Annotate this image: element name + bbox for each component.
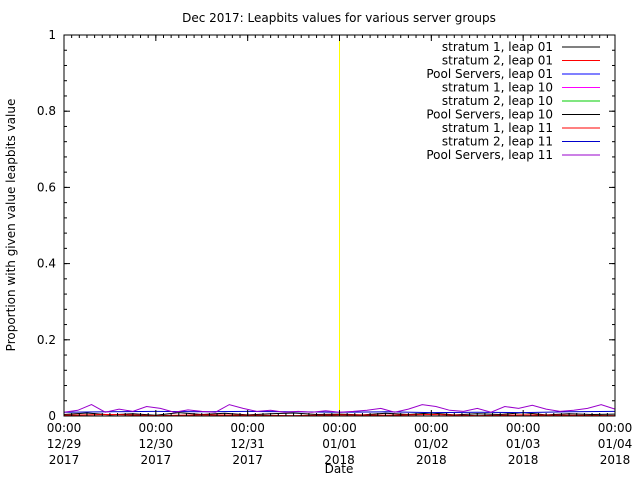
x-tick-label: 2017 bbox=[49, 453, 80, 467]
y-tick-label: 1 bbox=[48, 28, 56, 42]
x-tick-label: 01/02 bbox=[414, 437, 449, 451]
y-axis-label: Proportion with given value leapbits val… bbox=[4, 99, 18, 352]
legend-label: stratum 2, leap 10 bbox=[442, 94, 553, 108]
axes-layer: 0 0.2 0.4 0.6 0.8 1 00:00 12/29 2017 00:00 12/30 20… bbox=[37, 28, 632, 467]
y-tick-label: 0.4 bbox=[37, 257, 56, 271]
x-tick-label: 2018 bbox=[508, 453, 539, 467]
y-tick-label: 0.2 bbox=[37, 333, 56, 347]
x-tick-label: 2018 bbox=[600, 453, 631, 467]
x-tick-label: 2018 bbox=[416, 453, 447, 467]
x-axis-label: Date bbox=[325, 462, 354, 476]
x-tick-label: 00:00 bbox=[414, 421, 449, 435]
legend-label: Pool Servers, leap 11 bbox=[426, 148, 553, 162]
x-tick-label: 00:00 bbox=[47, 421, 82, 435]
legend-label: stratum 1, leap 11 bbox=[442, 121, 553, 135]
legend-label: Pool Servers, leap 01 bbox=[426, 67, 553, 81]
x-tick-label: 00:00 bbox=[139, 421, 174, 435]
legend-label: Pool Servers, leap 10 bbox=[426, 108, 553, 122]
legend-label: stratum 2, leap 11 bbox=[442, 135, 553, 149]
chart-title: Dec 2017: Leapbits values for various se… bbox=[182, 11, 496, 25]
legend-label: stratum 1, leap 01 bbox=[442, 40, 553, 54]
x-tick-label: 2017 bbox=[232, 453, 263, 467]
x-tick-label: 2017 bbox=[141, 453, 172, 467]
x-tick-label: 12/30 bbox=[139, 437, 174, 451]
x-tick-label: 12/31 bbox=[230, 437, 265, 451]
y-tick-label: 0.8 bbox=[37, 104, 56, 118]
legend-label: stratum 2, leap 01 bbox=[442, 54, 553, 68]
y-tick-label: 0 bbox=[48, 409, 56, 423]
x-tick-label: 01/03 bbox=[506, 437, 541, 451]
x-tick-label: 01/04 bbox=[598, 437, 633, 451]
x-tick-label: 12/29 bbox=[47, 437, 82, 451]
x-tick-label: 01/01 bbox=[322, 437, 357, 451]
y-tick-label: 0.6 bbox=[37, 180, 56, 194]
x-tick-label: 00:00 bbox=[506, 421, 541, 435]
legend-label: stratum 1, leap 10 bbox=[442, 81, 553, 95]
x-tick-label: 00:00 bbox=[598, 421, 633, 435]
x-tick-label: 2018 bbox=[324, 453, 355, 467]
x-tick-label: 00:00 bbox=[230, 421, 265, 435]
x-tick-label: 00:00 bbox=[322, 421, 357, 435]
